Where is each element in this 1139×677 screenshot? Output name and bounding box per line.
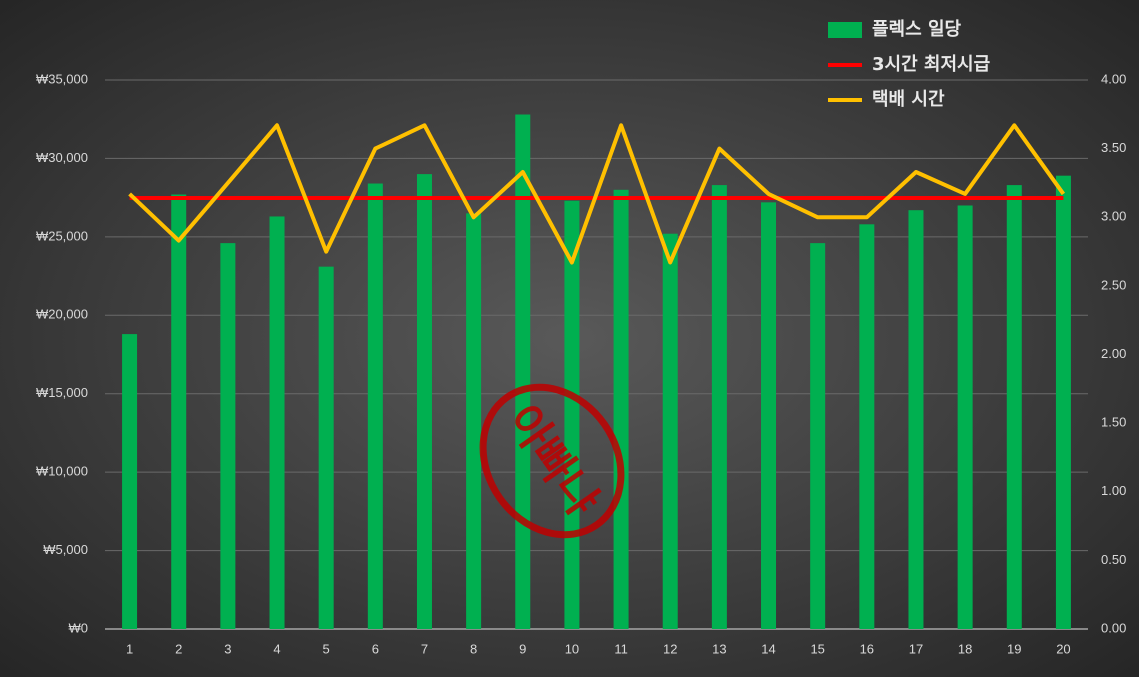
y2-tick-label: 1.00 bbox=[1101, 483, 1126, 498]
bar bbox=[466, 213, 482, 630]
y-tick-label: ₩30,000 bbox=[36, 150, 88, 165]
y2-tick-label: 2.50 bbox=[1101, 277, 1126, 292]
y-tick-label: ₩25,000 bbox=[36, 228, 88, 243]
bar bbox=[171, 194, 187, 629]
y2-tick-label: 3.00 bbox=[1101, 209, 1126, 224]
y-tick-label: ₩0 bbox=[69, 620, 89, 635]
x-tick-label: 12 bbox=[663, 641, 677, 656]
bar bbox=[810, 243, 826, 630]
x-tick-label: 11 bbox=[614, 641, 628, 656]
x-tick-label: 18 bbox=[958, 641, 972, 656]
bar bbox=[122, 334, 138, 629]
bar bbox=[318, 266, 334, 629]
bar bbox=[613, 189, 629, 630]
x-tick-label: 6 bbox=[372, 641, 379, 656]
x-tick-label: 15 bbox=[810, 641, 824, 656]
x-tick-label: 13 bbox=[712, 641, 726, 656]
line bbox=[128, 123, 1066, 265]
bar bbox=[662, 233, 678, 629]
y-tick-label: ₩5,000 bbox=[43, 542, 88, 557]
x-tick-label: 14 bbox=[761, 641, 775, 656]
y2-tick-label: 0.50 bbox=[1101, 552, 1126, 567]
x-tick-label: 9 bbox=[519, 641, 526, 656]
x-tick-label: 19 bbox=[1007, 641, 1021, 656]
x-tick-label: 20 bbox=[1056, 641, 1070, 656]
y-tick-label: ₩15,000 bbox=[36, 385, 88, 400]
stamp-ring bbox=[479, 383, 625, 539]
x-tick-label: 16 bbox=[860, 641, 874, 656]
legend-label: 플렉스 일당 bbox=[872, 19, 962, 40]
y2-tick-label: 1.50 bbox=[1101, 415, 1126, 430]
x-tick-label: 8 bbox=[470, 641, 477, 656]
x-tick-label: 3 bbox=[224, 641, 231, 656]
x-tick-label: 7 bbox=[421, 641, 428, 656]
bar bbox=[220, 243, 236, 630]
x-tick-label: 10 bbox=[565, 641, 579, 656]
bar bbox=[515, 114, 531, 630]
bar bbox=[908, 210, 924, 630]
y-tick-label: ₩35,000 bbox=[36, 71, 88, 86]
bar bbox=[367, 183, 383, 630]
x-tick-label: 4 bbox=[273, 641, 280, 656]
bar bbox=[269, 216, 285, 630]
bar bbox=[1055, 175, 1071, 629]
y-tick-label: ₩20,000 bbox=[36, 307, 88, 322]
legend-swatch bbox=[828, 22, 862, 38]
legend-label: 3시간 최저시급 bbox=[872, 54, 990, 75]
x-tick-label: 17 bbox=[909, 641, 923, 656]
x-tick-label: 2 bbox=[175, 641, 182, 656]
y2-tick-label: 3.50 bbox=[1101, 140, 1126, 155]
y-tick-label: ₩10,000 bbox=[36, 464, 88, 479]
x-tick-label: 1 bbox=[126, 641, 133, 656]
bar bbox=[416, 174, 432, 629]
bar bbox=[761, 202, 777, 629]
bar bbox=[1006, 185, 1022, 629]
bar bbox=[711, 185, 727, 629]
y2-tick-label: 2.00 bbox=[1101, 346, 1126, 361]
legend-label: 택배 시간 bbox=[872, 89, 945, 110]
y2-tick-label: 4.00 bbox=[1101, 71, 1126, 86]
bar bbox=[859, 224, 875, 629]
x-tick-label: 5 bbox=[323, 641, 330, 656]
bar bbox=[957, 205, 973, 629]
bar bbox=[564, 200, 580, 629]
y2-tick-label: 0.00 bbox=[1101, 620, 1126, 635]
plot-area: ₩0 ₩5,000 ₩10,000 ₩15,000 ₩20,000 ₩25,000 ₩30,… bbox=[36, 19, 1126, 656]
